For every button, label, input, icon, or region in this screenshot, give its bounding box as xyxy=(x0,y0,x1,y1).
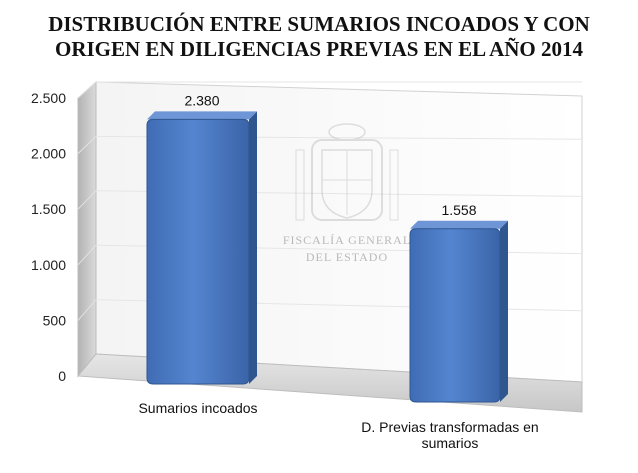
gridline-side xyxy=(77,81,97,99)
bar-front xyxy=(409,228,501,403)
gridline-side xyxy=(77,299,97,321)
y-tick-label: 0 xyxy=(58,368,66,384)
y-tick-label: 2.500 xyxy=(31,90,66,106)
chart-title-line-2: ORIGEN EN DILIGENCIAS PREVIAS EN EL AÑO … xyxy=(54,37,584,61)
data-labels: 2.380 1.558 xyxy=(184,92,476,217)
watermark: FISCALÍA GENERAL DEL ESTADO xyxy=(283,123,411,264)
bar-front xyxy=(146,118,250,385)
bar-top xyxy=(147,111,257,120)
chart-title: DISTRIBUCIÓN ENTRE SUMARIOS INCOADOS Y C… xyxy=(0,12,638,62)
watermark-text: FISCALÍA GENERAL xyxy=(283,233,411,247)
bar-side xyxy=(249,111,257,385)
y-tick-label: 500 xyxy=(43,312,67,328)
side-wall xyxy=(77,80,97,378)
category-label: Sumarios incoados xyxy=(138,400,257,416)
gridline-side xyxy=(77,190,97,210)
x-axis: Sumarios incoados D. Previas transformada… xyxy=(138,400,538,451)
gridline-side xyxy=(77,136,97,154)
y-axis: 0 500 1.000 1.500 2.000 2.500 xyxy=(31,90,66,384)
bars xyxy=(146,111,508,403)
gridline-side xyxy=(77,244,97,266)
category-label: sumarios xyxy=(422,435,479,451)
y-tick-label: 2.000 xyxy=(31,146,66,162)
y-tick-label: 1.500 xyxy=(31,201,66,217)
bar xyxy=(409,220,508,403)
y-tick-label: 1.000 xyxy=(31,257,66,273)
data-label: 1.558 xyxy=(441,202,476,218)
bar-top xyxy=(410,220,508,229)
chart-title-line-1: DISTRIBUCIÓN ENTRE SUMARIOS INCOADOS Y C… xyxy=(48,12,590,36)
seal-icon xyxy=(295,123,399,221)
bar xyxy=(146,111,257,385)
data-label: 2.380 xyxy=(184,92,219,108)
category-label: D. Previas transformadas en xyxy=(361,419,538,435)
watermark-text: DEL ESTADO xyxy=(306,250,388,264)
bar-side xyxy=(500,220,508,402)
